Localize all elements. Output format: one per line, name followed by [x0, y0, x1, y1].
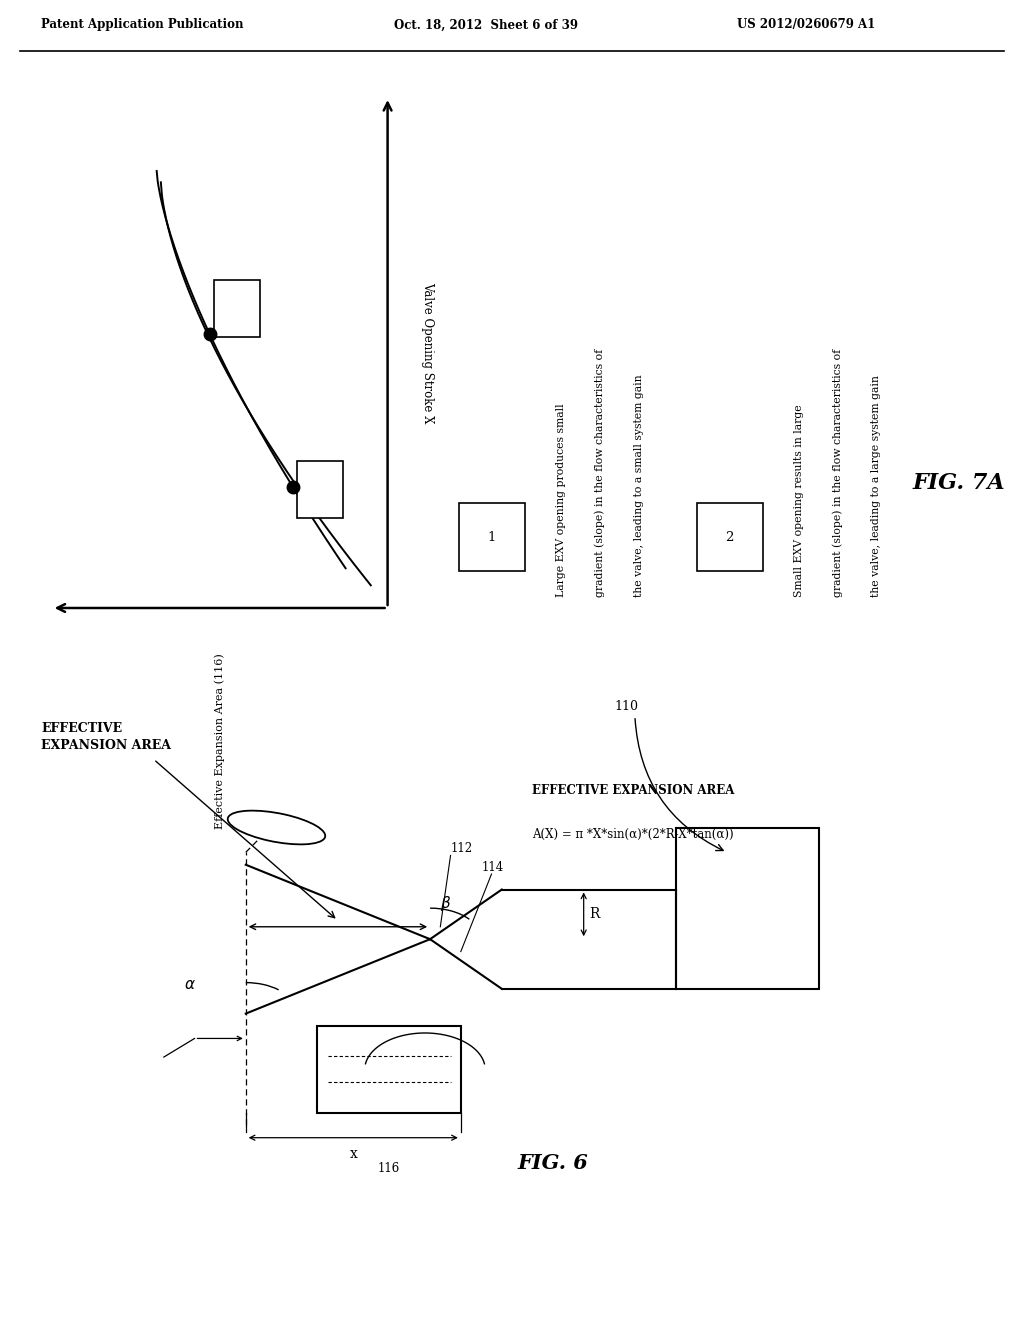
Text: 1: 1	[487, 531, 497, 544]
Text: Oct. 18, 2012  Sheet 6 of 39: Oct. 18, 2012 Sheet 6 of 39	[394, 18, 579, 32]
FancyBboxPatch shape	[214, 280, 260, 337]
Ellipse shape	[227, 810, 326, 845]
Text: gradient (slope) in the flow characteristics of: gradient (slope) in the flow characteris…	[833, 348, 843, 597]
Text: 1: 1	[232, 302, 241, 315]
Text: $\alpha$: $\alpha$	[184, 978, 197, 991]
Text: A(X) = π *X*sin(α)*(2*R-X*tan(α)): A(X) = π *X*sin(α)*(2*R-X*tan(α))	[532, 828, 734, 841]
Text: R: R	[589, 907, 599, 921]
Text: 2: 2	[726, 531, 734, 544]
Text: Patent Application Publication: Patent Application Publication	[41, 18, 244, 32]
Text: FIG. 6: FIG. 6	[517, 1152, 589, 1172]
Text: Large EXV opening produces small: Large EXV opening produces small	[556, 403, 566, 597]
Text: Small EXV opening results in large: Small EXV opening results in large	[794, 404, 804, 597]
Text: the valve, leading to a large system gain: the valve, leading to a large system gai…	[871, 375, 882, 597]
Text: 112: 112	[451, 842, 473, 855]
Bar	[676, 828, 819, 989]
FancyBboxPatch shape	[459, 503, 525, 572]
Text: 2: 2	[316, 480, 324, 494]
Text: EFFECTIVE EXPANSION AREA: EFFECTIVE EXPANSION AREA	[532, 784, 735, 797]
Text: x: x	[349, 1147, 357, 1162]
Text: the valve, leading to a small system gain: the valve, leading to a small system gai…	[634, 374, 643, 597]
Text: Effective Expansion Area (116): Effective Expansion Area (116)	[214, 653, 225, 829]
Text: gradient (slope) in the flow characteristics of: gradient (slope) in the flow characteris…	[595, 348, 605, 597]
Text: 116: 116	[378, 1162, 400, 1175]
Text: EFFECTIVE
EXPANSION AREA: EFFECTIVE EXPANSION AREA	[41, 722, 171, 752]
Text: $\beta$: $\beta$	[440, 894, 452, 913]
Text: US 2012/0260679 A1: US 2012/0260679 A1	[737, 18, 876, 32]
Bar	[317, 1026, 461, 1113]
Text: 114: 114	[481, 861, 504, 874]
FancyBboxPatch shape	[696, 503, 763, 572]
Text: 110: 110	[614, 700, 638, 713]
Text: Valve Opening Stroke X: Valve Opening Stroke X	[421, 282, 434, 424]
Text: FIG. 7A: FIG. 7A	[913, 473, 1006, 494]
FancyBboxPatch shape	[297, 461, 343, 517]
